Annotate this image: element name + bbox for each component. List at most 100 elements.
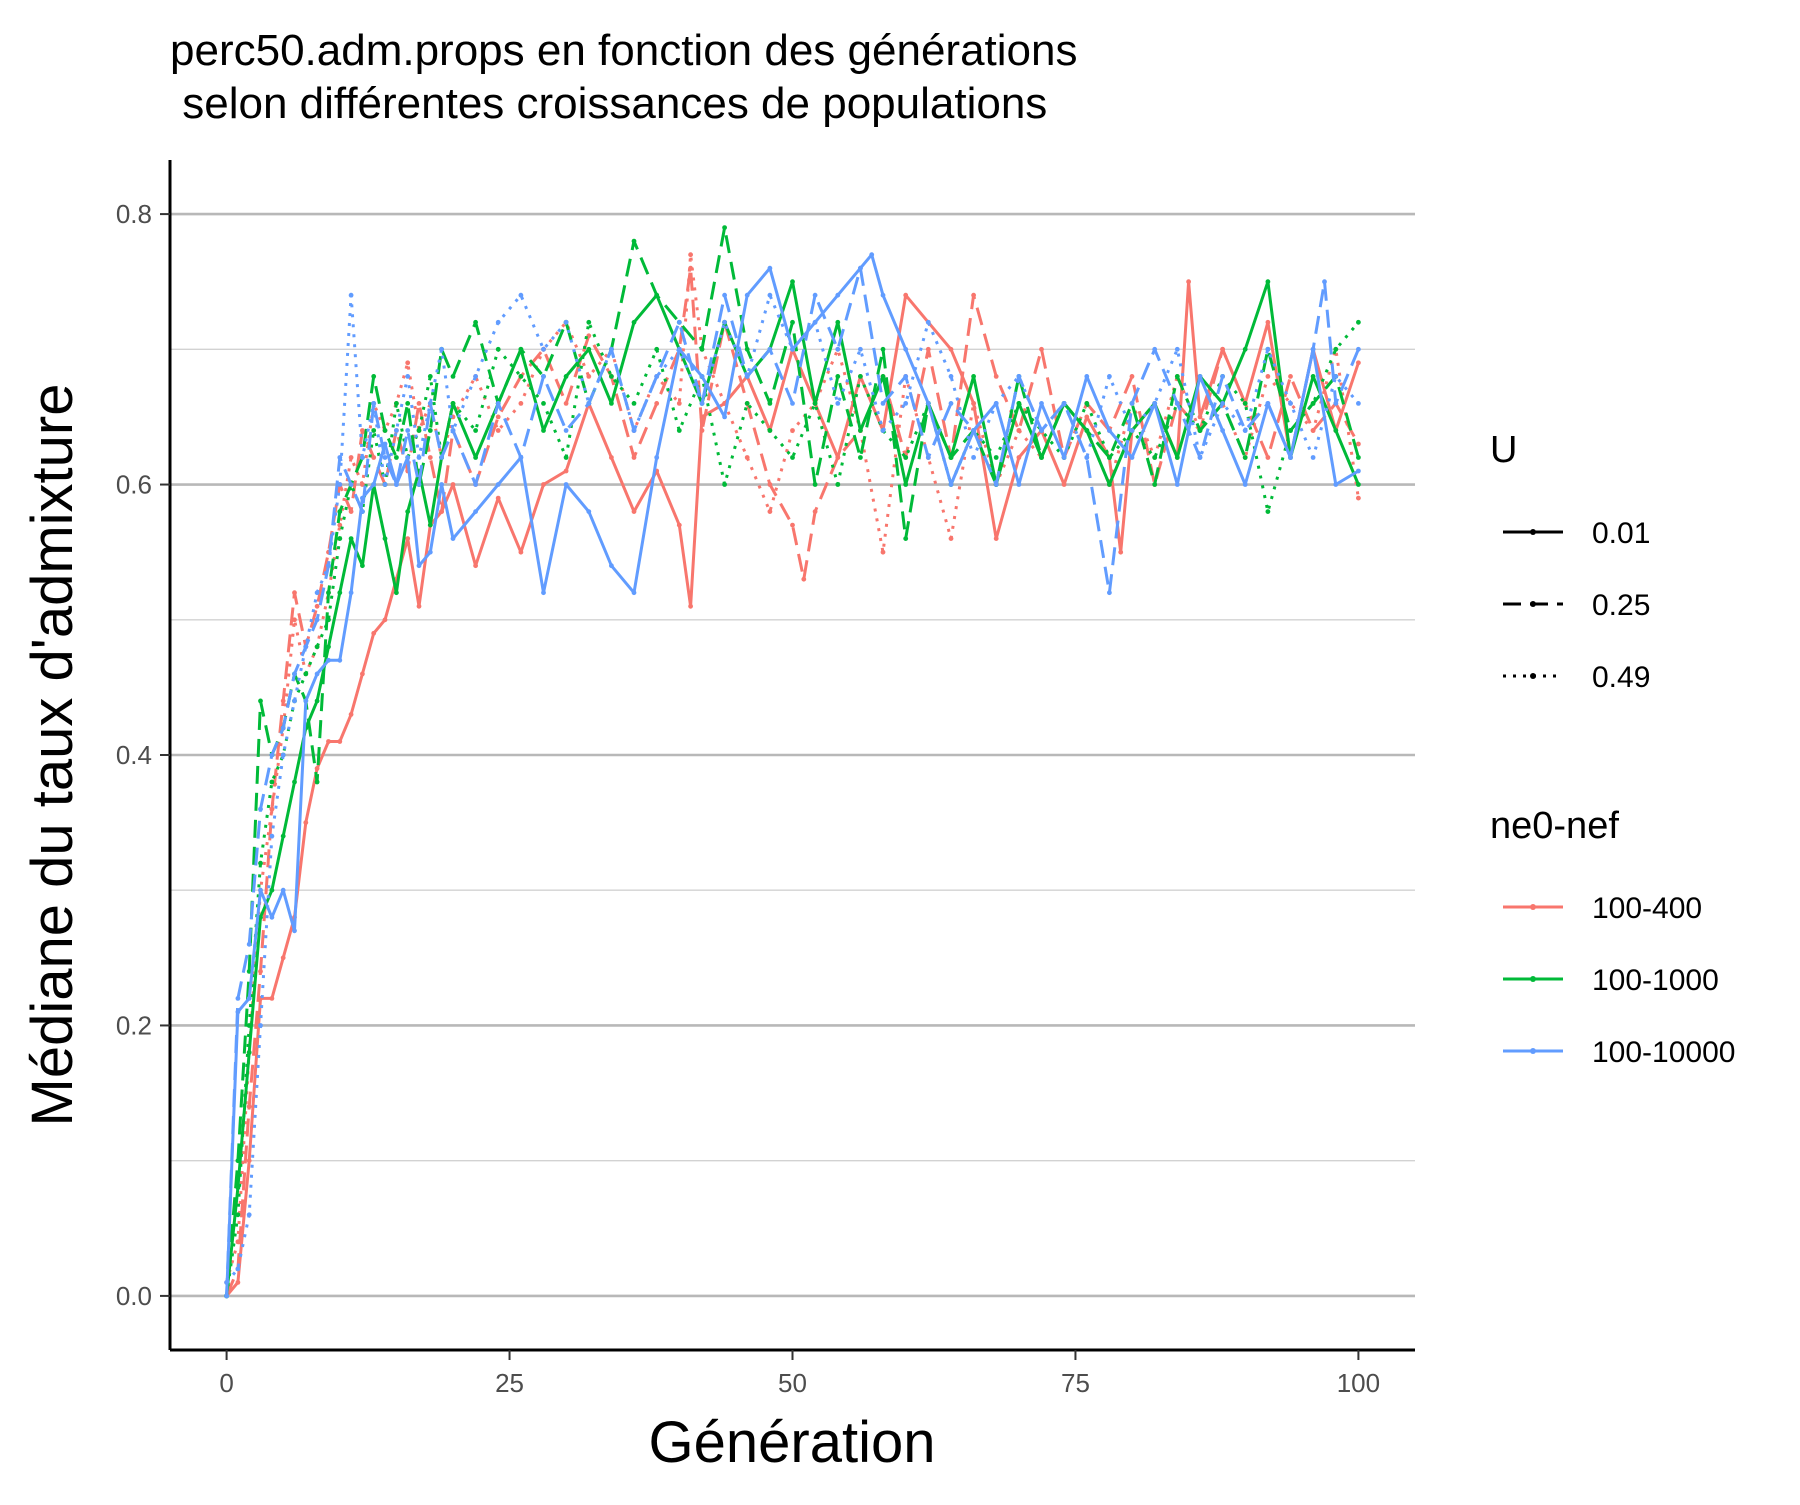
data-point [427,374,433,379]
data-point [812,401,818,406]
data-point [314,766,320,771]
data-point [348,509,354,514]
data-point [269,779,275,785]
data-point [292,590,297,596]
data-point [1174,482,1180,487]
data-point [1039,346,1044,352]
data-point [360,428,365,433]
data-point [314,644,320,650]
data-point [303,671,309,677]
data-point [1174,374,1180,379]
data-point [971,428,976,433]
data-point [1016,401,1022,406]
data-point [246,996,252,1001]
data-point [280,955,286,961]
data-point [1118,549,1124,555]
data-point [744,292,750,298]
data-point [722,482,727,487]
data-point [541,428,546,433]
data-point [971,401,976,406]
data-point [1333,346,1339,352]
data-point [744,401,750,406]
data-point [812,509,818,514]
data-point [835,401,841,406]
data-point [767,292,773,298]
data-point [1356,482,1361,487]
data-point [473,319,478,325]
data-point [371,401,377,406]
data-point [427,522,433,528]
data-point [348,482,354,487]
data-point [416,603,422,609]
data-point [1107,590,1112,596]
data-point [1333,401,1339,406]
data-point [337,739,343,744]
data-point [858,265,863,271]
data-point [699,401,705,406]
data-point [767,265,773,271]
data-point [722,414,727,420]
data-point [427,401,433,406]
data-point [835,374,841,379]
data-point [699,346,705,352]
data-point [1356,346,1361,352]
series-line [225,253,1360,1283]
data-point [371,482,377,487]
data-point [394,482,399,487]
data-point [382,455,388,460]
data-point [1310,374,1316,379]
data-point [1310,428,1316,433]
data-point [450,482,456,487]
data-point [903,346,909,352]
data-point [858,346,863,352]
data-point [790,428,795,433]
data-point [405,360,411,366]
x-tick-label: 0 [219,1368,233,1398]
data-point [473,374,478,379]
data-point [1152,346,1158,352]
data-point [563,482,569,487]
data-point [631,509,637,514]
y-tick-label: 0.0 [116,1281,152,1311]
data-point [925,319,931,325]
data-point [405,509,411,514]
data-point [563,428,569,433]
data-point [518,292,524,298]
data-point [518,401,524,406]
data-point [371,374,377,379]
y-axis-title: Médiane du taux d'admixture [20,384,85,1127]
data-point [518,549,524,555]
data-point [1084,401,1090,406]
data-point [835,455,841,460]
data-point [258,698,263,704]
data-point [360,563,365,569]
data-point [971,455,976,460]
data-point [235,1266,241,1272]
data-point [258,1023,263,1028]
data-point [416,455,422,460]
data-point [337,509,343,514]
data-point [631,319,637,325]
data-point [767,428,773,433]
data-point [314,617,320,623]
data-point [1016,374,1022,379]
data-point [586,374,592,379]
data-point [812,482,818,487]
data-point [835,319,841,325]
data-point [676,401,682,406]
data-point [280,833,286,839]
chart-title-line-1: perc50.adm.props en fonction des générat… [170,26,1077,75]
data-point [880,428,886,433]
data-point [280,752,286,758]
data-point [292,779,297,785]
data-point [314,590,320,596]
data-point [326,563,331,569]
data-point [767,401,773,406]
data-point [292,698,297,704]
data-point [394,401,399,406]
data-point [1242,428,1248,433]
data-point [609,374,614,379]
data-point [722,292,727,298]
data-point [246,1023,252,1028]
